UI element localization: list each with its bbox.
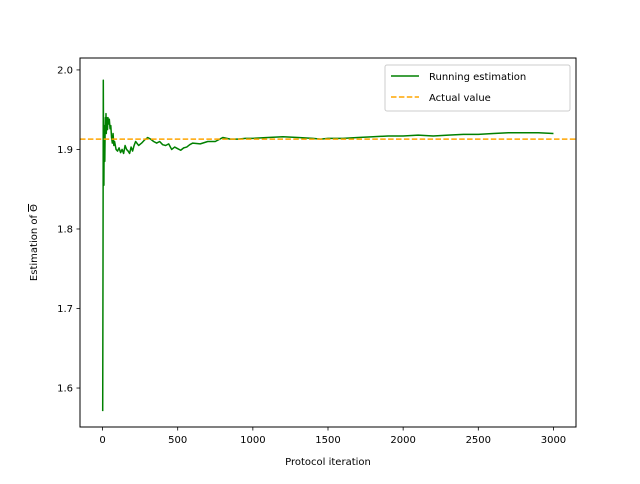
series-running-estimation-line: [101, 79, 554, 412]
y-tick-label: 1.9: [57, 145, 73, 156]
legend-frame: [384, 64, 571, 112]
x-axis-label: Protocol iteration: [285, 457, 371, 468]
legend-label: Running estimation: [429, 72, 526, 83]
x-tick-label: 0: [99, 435, 105, 446]
x-tick-label: 500: [168, 435, 187, 446]
x-tick-label: 3000: [541, 435, 566, 446]
x-tick-label: 2500: [466, 435, 491, 446]
y-tick-label: 1.8: [57, 224, 73, 235]
y-axis-label-symbol: Θ: [29, 204, 40, 212]
y-axis: 1.6 1.7 1.8 1.9 2.0: [57, 65, 80, 395]
x-tick-label: 1500: [315, 435, 340, 446]
y-tick-label: 1.7: [57, 304, 73, 315]
y-axis-label: Estimation of Θ: [29, 204, 40, 281]
y-tick-label: 2.0: [57, 65, 73, 76]
legend-label: Actual value: [429, 93, 491, 104]
x-tick-label: 1000: [240, 435, 265, 446]
x-axis: 0 500 1000 1500 2000 2500 3000: [99, 427, 566, 446]
plot-layer: [80, 79, 576, 412]
legend: Running estimation Actual value: [384, 64, 571, 112]
x-tick-label: 2000: [390, 435, 415, 446]
y-tick-label: 1.6: [57, 384, 73, 395]
y-axis-label-prefix: Estimation of: [29, 212, 40, 281]
